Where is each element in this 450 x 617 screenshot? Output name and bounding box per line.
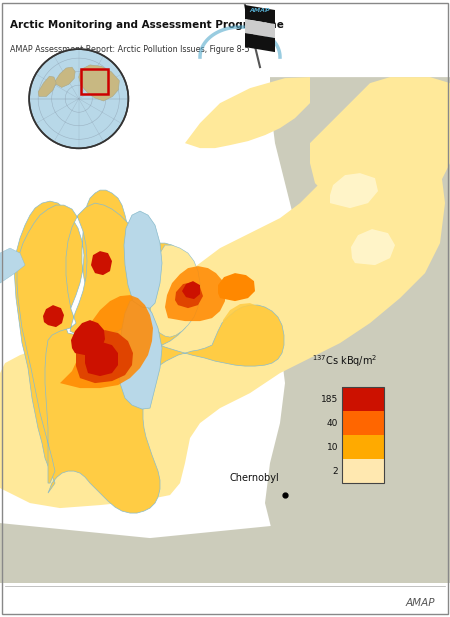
Polygon shape xyxy=(91,251,112,275)
Polygon shape xyxy=(0,503,450,583)
Text: AMAP Assessment Report: Arctic Pollution Issues, Figure 8-5: AMAP Assessment Report: Arctic Pollution… xyxy=(10,44,250,54)
Polygon shape xyxy=(150,245,200,337)
Polygon shape xyxy=(330,173,378,208)
Circle shape xyxy=(29,49,128,148)
Polygon shape xyxy=(17,203,144,483)
Text: AMAP: AMAP xyxy=(405,598,435,608)
Polygon shape xyxy=(54,67,75,88)
Polygon shape xyxy=(182,281,200,299)
Bar xyxy=(342,411,384,435)
Polygon shape xyxy=(351,229,395,265)
Bar xyxy=(342,435,384,459)
Text: 40: 40 xyxy=(327,418,338,428)
Polygon shape xyxy=(76,330,133,383)
Bar xyxy=(342,387,384,483)
Bar xyxy=(342,387,384,411)
Polygon shape xyxy=(165,266,225,321)
Text: Arctic Monitoring and Assessment Programme: Arctic Monitoring and Assessment Program… xyxy=(10,20,284,30)
Polygon shape xyxy=(245,5,275,24)
Text: 2: 2 xyxy=(333,466,338,476)
Text: 185: 185 xyxy=(321,395,338,404)
Polygon shape xyxy=(310,77,450,228)
Polygon shape xyxy=(0,248,25,283)
Polygon shape xyxy=(185,77,310,148)
Polygon shape xyxy=(218,273,255,301)
Polygon shape xyxy=(85,342,118,376)
Polygon shape xyxy=(79,65,119,101)
Polygon shape xyxy=(14,190,284,513)
Text: $^{137}$Cs kBq/m$^2$: $^{137}$Cs kBq/m$^2$ xyxy=(312,354,378,369)
Polygon shape xyxy=(245,19,275,38)
Polygon shape xyxy=(124,211,162,308)
Text: AMAP: AMAP xyxy=(250,7,270,12)
Polygon shape xyxy=(245,33,275,52)
Bar xyxy=(81,70,108,94)
Text: Chernobyl: Chernobyl xyxy=(229,473,279,483)
Polygon shape xyxy=(0,128,445,508)
Polygon shape xyxy=(38,76,56,96)
Polygon shape xyxy=(60,295,153,388)
Polygon shape xyxy=(265,77,450,583)
Polygon shape xyxy=(43,305,64,327)
Text: 10: 10 xyxy=(327,442,338,452)
Polygon shape xyxy=(71,320,105,355)
Polygon shape xyxy=(222,303,270,345)
Bar xyxy=(342,459,384,483)
Polygon shape xyxy=(175,282,203,308)
Polygon shape xyxy=(118,298,162,409)
